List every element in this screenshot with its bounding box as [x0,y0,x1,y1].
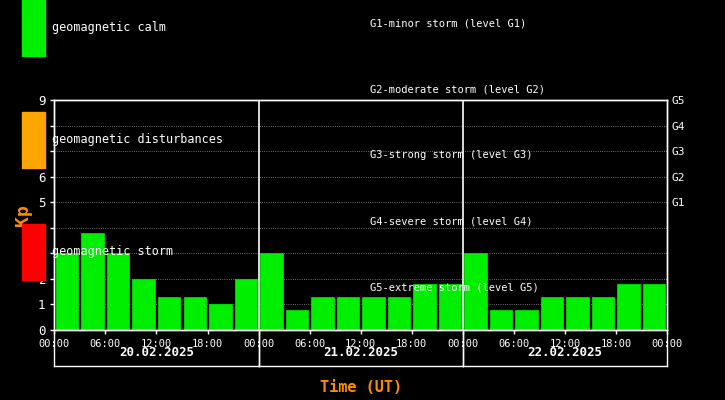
Text: G2-moderate storm (level G2): G2-moderate storm (level G2) [370,84,544,94]
Text: geomagnetic disturbances: geomagnetic disturbances [52,134,223,146]
Bar [643,284,666,330]
Bar [541,297,563,330]
Text: Time (UT): Time (UT) [320,380,402,396]
Bar [618,284,640,330]
Bar [311,297,334,330]
Text: geomagnetic storm: geomagnetic storm [52,246,173,258]
Bar [133,279,155,330]
Bar [107,253,130,330]
Bar [209,304,231,330]
Text: G4-severe storm (level G4): G4-severe storm (level G4) [370,216,532,226]
Text: G3-strong storm (level G3): G3-strong storm (level G3) [370,150,532,160]
Text: G1-minor storm (level G1): G1-minor storm (level G1) [370,18,526,28]
Bar [183,297,206,330]
Bar [286,310,308,330]
Y-axis label: Kp: Kp [14,204,33,226]
Bar [464,253,486,330]
Bar [81,233,104,330]
Bar [515,310,538,330]
Bar [490,310,513,330]
Text: 21.02.2025: 21.02.2025 [323,346,398,358]
Bar [439,284,461,330]
Bar [56,253,78,330]
Text: geomagnetic calm: geomagnetic calm [52,22,166,34]
Bar [336,297,359,330]
Bar [362,297,385,330]
Bar [388,297,410,330]
Text: 20.02.2025: 20.02.2025 [119,346,194,358]
Bar [592,297,614,330]
Bar [566,297,589,330]
Bar [158,297,181,330]
Text: G5-extreme storm (level G5): G5-extreme storm (level G5) [370,282,539,292]
Text: 22.02.2025: 22.02.2025 [527,346,602,358]
Bar [413,284,436,330]
Bar [235,279,257,330]
Bar [260,253,283,330]
